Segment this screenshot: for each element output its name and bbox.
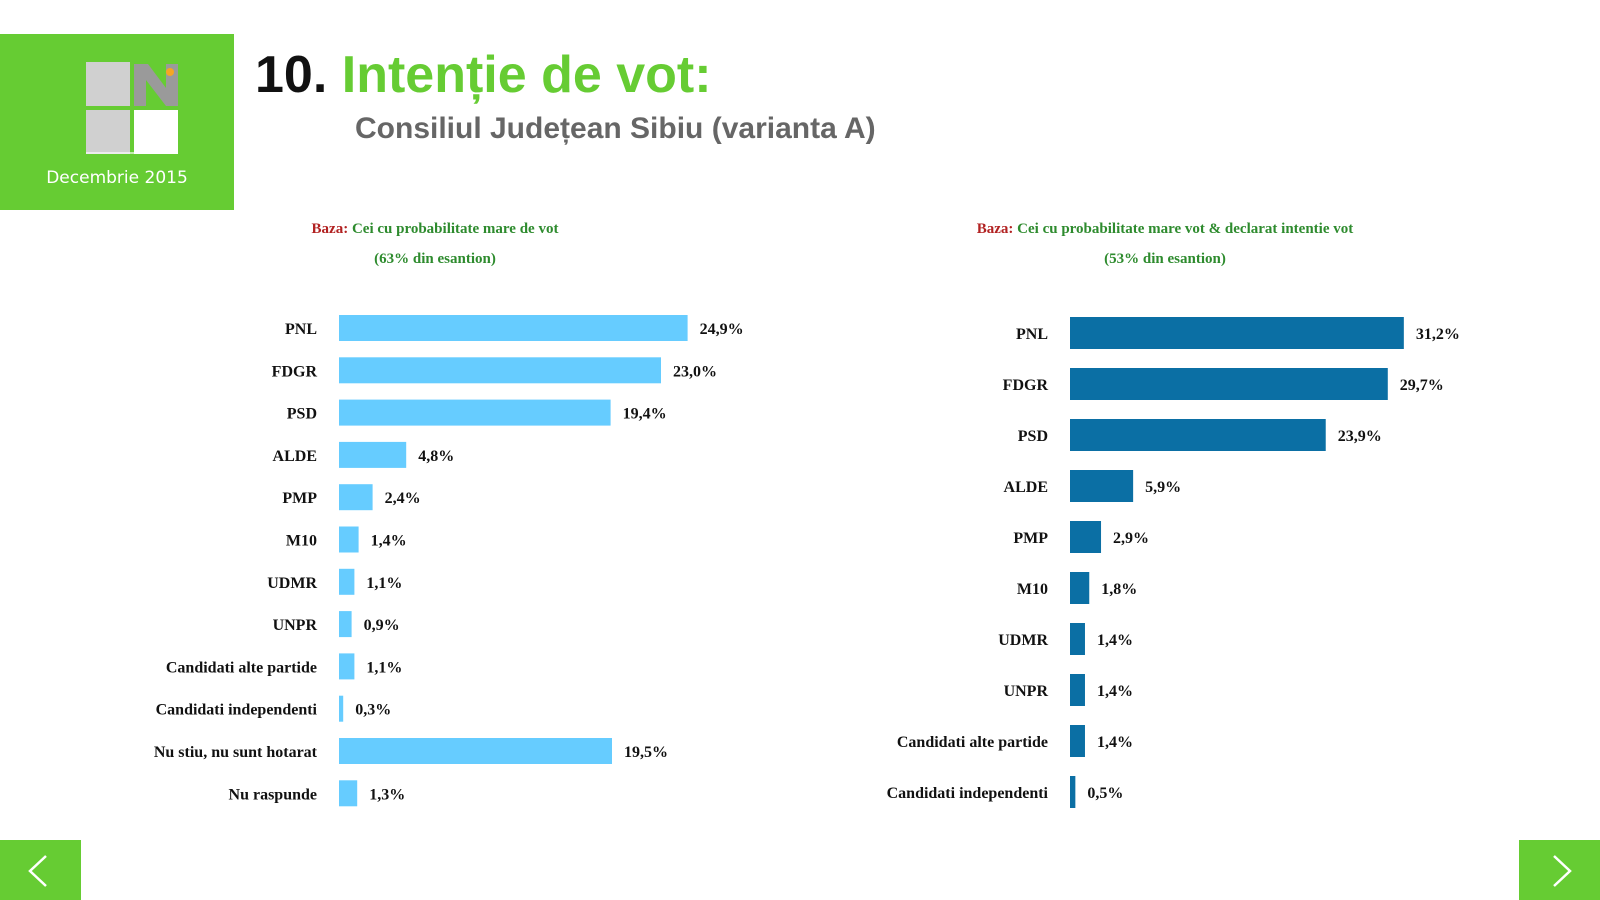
right-bar (1070, 725, 1085, 757)
right-base-label: Baza: (976, 221, 1014, 237)
left-value-label: 24,9% (700, 321, 744, 338)
right-bar (1070, 317, 1404, 349)
right-value-label: 1,4% (1097, 683, 1133, 700)
prev-slide-button[interactable] (0, 840, 81, 900)
left-base-label: Baza: (311, 221, 349, 237)
left-value-label: 1,1% (366, 659, 402, 676)
next-slide-button[interactable] (1519, 840, 1600, 900)
right-value-label: 1,8% (1101, 581, 1137, 598)
left-base-sub: (63% din esantion) (374, 251, 496, 267)
left-category-label: PSD (287, 406, 317, 423)
report-date: Decembrie 2015 (46, 168, 188, 188)
left-value-label: 0,3% (355, 702, 391, 719)
right-bar (1070, 521, 1102, 553)
right-base-note: Baza: Cei cu probabilitate mare vot & de… (880, 214, 1450, 274)
left-category-label: Nu raspunde (229, 786, 317, 803)
left-value-label: 2,4% (385, 490, 421, 507)
left-value-label: 1,4% (371, 533, 407, 550)
right-category-label: FDGR (1003, 377, 1049, 394)
left-value-label: 19,4% (623, 406, 667, 423)
left-bar-chart: PNL 24,9% FDGR 23,0% PSD 19,4% ALDE 4,8% PMP 2,4%… (154, 315, 744, 807)
right-category-label: UNPR (1004, 683, 1049, 700)
right-category-label: PMP (1013, 530, 1048, 547)
right-bar (1070, 776, 1076, 808)
company-logo-icon (86, 62, 178, 154)
left-base-text: Cei cu probabilitate mare de vot (351, 221, 559, 237)
left-value-label: 0,9% (364, 617, 400, 634)
right-bar (1070, 419, 1326, 451)
right-bar (1070, 674, 1085, 706)
left-bar (339, 441, 407, 468)
left-value-label: 4,8% (418, 448, 454, 465)
left-bar (339, 738, 612, 764)
right-base-text: Cei cu probabilitate mare vot & declarat… (1017, 221, 1354, 237)
right-bar (1070, 470, 1134, 502)
left-category-label: Nu stiu, nu sunt hotarat (154, 744, 318, 761)
right-category-label: Candidati alte partide (897, 734, 1048, 751)
left-category-label: UDMR (267, 575, 317, 592)
right-base-sub: (53% din esantion) (1104, 251, 1226, 267)
left-bar (339, 568, 355, 595)
right-value-label: 1,4% (1097, 632, 1133, 649)
title-text: Intenție de vot: (341, 46, 712, 104)
right-bar (1070, 572, 1090, 604)
right-value-label: 29,7% (1400, 377, 1444, 394)
right-value-label: 0,5% (1087, 785, 1123, 802)
page-title: 10. Intenție de vot: (255, 40, 712, 110)
left-bar (339, 357, 661, 384)
right-value-label: 23,9% (1338, 428, 1382, 445)
right-value-label: 5,9% (1145, 479, 1181, 496)
left-category-label: UNPR (273, 617, 318, 634)
right-category-label: M10 (1017, 581, 1048, 598)
left-bar (339, 526, 359, 553)
left-category-label: FDGR (272, 363, 318, 380)
right-value-label: 1,4% (1097, 734, 1133, 751)
left-bar (339, 695, 344, 722)
next-arrow-icon (1553, 855, 1572, 887)
left-category-label: ALDE (273, 448, 317, 465)
right-category-label: PNL (1016, 326, 1048, 343)
left-value-label: 23,0% (673, 363, 717, 380)
left-category-label: Candidati independenti (156, 702, 318, 719)
left-base-note: Baza: Cei cu probabilitate mare de vot (… (230, 214, 640, 274)
page-subtitle: Consiliul Județean Sibiu (varianta A) (355, 112, 876, 145)
left-value-label: 19,5% (624, 744, 668, 761)
left-bar (339, 484, 373, 511)
left-bar (339, 653, 355, 680)
left-bar (339, 399, 611, 426)
left-value-label: 1,1% (366, 575, 402, 592)
left-category-label: Candidati alte partide (166, 659, 317, 676)
right-bar (1070, 368, 1388, 400)
left-bar (339, 315, 688, 341)
left-bar (339, 611, 352, 638)
right-value-label: 31,2% (1416, 326, 1460, 343)
left-bar (339, 780, 358, 807)
right-category-label: Candidati independenti (887, 785, 1049, 802)
logo-panel: Decembrie 2015 (0, 34, 234, 210)
right-bar (1070, 623, 1085, 655)
right-category-label: PSD (1018, 428, 1048, 445)
right-category-label: ALDE (1004, 479, 1048, 496)
slide-number: 10. (255, 46, 328, 104)
prev-arrow-icon (28, 855, 47, 887)
left-value-label: 1,3% (369, 786, 405, 803)
left-category-label: PNL (285, 321, 317, 338)
right-value-label: 2,9% (1113, 530, 1149, 547)
right-category-label: UDMR (998, 632, 1048, 649)
left-category-label: M10 (286, 533, 317, 550)
left-category-label: PMP (282, 490, 317, 507)
